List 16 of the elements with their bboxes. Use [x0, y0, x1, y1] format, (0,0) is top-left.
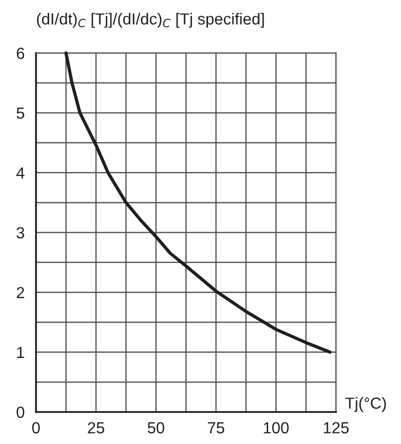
- line-series: [64, 51, 332, 354]
- y-tick-label: 1: [17, 346, 24, 358]
- x-tick-label: 100: [264, 422, 289, 434]
- x-tick-label: 125: [324, 422, 349, 434]
- y-axis-title: (dI/dt)$_{C}$ [Tj]/(dI/dc)$_{C}$ [Tj specified]: [36, 12, 264, 28]
- x-tick-label: 50: [148, 422, 164, 434]
- y-tick-label: 6: [16, 48, 24, 59]
- y-tick-label: 2: [16, 286, 24, 298]
- y-tick-label: 3: [16, 227, 24, 238]
- y-tick-label: 4: [16, 167, 24, 178]
- x-tick-label: 75: [208, 422, 224, 434]
- x-axis-title: Tj(°C): [345, 397, 386, 412]
- x-tick-label: 0: [32, 422, 40, 434]
- y-tick-label: 5: [16, 108, 24, 119]
- y-tick-label: 0: [16, 406, 24, 418]
- x-tick-label: 25: [88, 422, 104, 434]
